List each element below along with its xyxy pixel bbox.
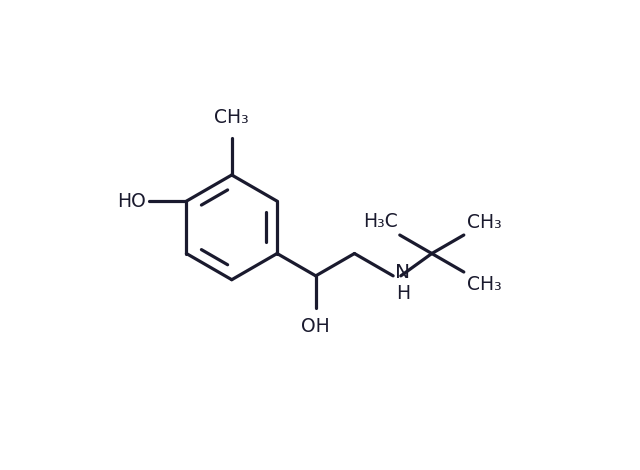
Text: HO: HO (118, 192, 147, 211)
Text: CH₃: CH₃ (467, 275, 502, 294)
Text: H: H (396, 283, 410, 303)
Text: OH: OH (301, 317, 330, 337)
Text: H₃C: H₃C (363, 212, 397, 231)
Text: CH₃: CH₃ (214, 108, 249, 127)
Text: N: N (395, 263, 410, 282)
Text: CH₃: CH₃ (467, 213, 502, 232)
